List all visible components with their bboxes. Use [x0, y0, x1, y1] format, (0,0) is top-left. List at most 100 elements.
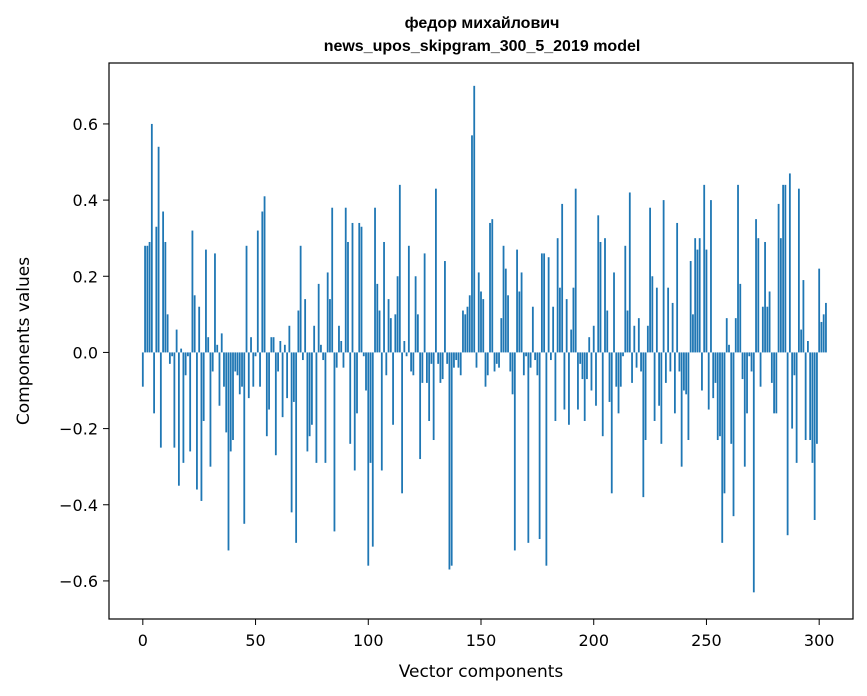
bar	[502, 245, 505, 353]
bar	[811, 352, 814, 463]
bar	[678, 352, 681, 372]
bar	[173, 352, 176, 448]
bar	[286, 352, 289, 399]
bar	[723, 352, 726, 494]
bar	[545, 352, 548, 566]
bar	[822, 314, 825, 353]
bar	[795, 352, 798, 463]
bar	[277, 352, 279, 372]
bar	[360, 226, 363, 353]
bar	[218, 352, 221, 406]
bar	[770, 352, 773, 383]
bar	[281, 352, 284, 418]
bar	[687, 352, 690, 441]
bar	[414, 276, 417, 353]
bar	[624, 245, 627, 353]
bar	[577, 352, 579, 410]
bar	[498, 352, 500, 368]
bar	[631, 352, 633, 383]
bar	[416, 314, 419, 353]
bar	[676, 222, 679, 353]
bar	[590, 352, 593, 391]
bar	[329, 299, 331, 353]
bar	[489, 222, 491, 353]
bar	[495, 352, 498, 364]
bar	[448, 352, 451, 570]
bar	[232, 352, 234, 441]
bar	[148, 241, 151, 353]
bar	[324, 352, 327, 463]
bar	[653, 352, 656, 421]
bar	[301, 352, 304, 361]
bar	[685, 352, 688, 395]
bar	[597, 215, 600, 353]
bar	[703, 184, 706, 353]
bar	[511, 352, 514, 395]
bar	[164, 241, 167, 353]
bar	[752, 352, 755, 593]
bar	[259, 352, 261, 387]
bar	[450, 352, 453, 566]
bar	[651, 276, 654, 353]
bar	[712, 352, 715, 399]
bar	[804, 352, 807, 441]
bar	[707, 352, 710, 410]
bar	[556, 238, 559, 353]
bar	[468, 295, 471, 353]
bar	[565, 299, 568, 353]
bar	[500, 318, 503, 353]
bar	[243, 352, 246, 524]
bar	[407, 245, 410, 353]
bar	[198, 306, 201, 353]
bar	[716, 352, 719, 441]
bar	[150, 123, 153, 353]
bar	[236, 352, 239, 376]
bar	[673, 352, 676, 414]
bar	[788, 173, 791, 353]
bar	[313, 325, 316, 353]
bar	[340, 341, 343, 353]
x-tick-label: 300	[804, 631, 835, 650]
bar	[308, 352, 311, 437]
bar	[367, 352, 370, 566]
bar	[315, 352, 318, 463]
bar	[662, 200, 665, 353]
bar	[241, 352, 243, 387]
bar	[793, 352, 796, 376]
bar	[646, 325, 649, 353]
bar	[211, 352, 214, 372]
bar	[464, 314, 467, 353]
bar	[214, 253, 216, 353]
bar	[538, 352, 541, 540]
bar	[435, 188, 437, 353]
bar	[748, 352, 751, 357]
bar	[698, 238, 701, 353]
y-tick-label: 0.0	[73, 343, 98, 362]
bar	[159, 352, 162, 448]
bar	[536, 352, 539, 376]
bar	[540, 253, 543, 353]
bar	[380, 352, 383, 471]
bar	[362, 352, 365, 357]
bar	[196, 352, 198, 490]
bar	[818, 268, 821, 353]
bar	[209, 352, 212, 467]
bar	[782, 184, 785, 353]
bar	[759, 352, 762, 387]
bar	[358, 222, 361, 353]
bar	[516, 249, 518, 353]
bar	[813, 352, 816, 520]
bar	[816, 352, 818, 444]
x-tick-label: 250	[691, 631, 722, 650]
bar	[775, 352, 778, 414]
bar	[592, 325, 595, 353]
bar	[701, 352, 703, 391]
bar	[786, 352, 789, 536]
bar	[272, 337, 275, 353]
bar	[412, 352, 415, 376]
bar	[692, 314, 694, 353]
bar	[721, 352, 724, 543]
bar	[732, 352, 735, 517]
